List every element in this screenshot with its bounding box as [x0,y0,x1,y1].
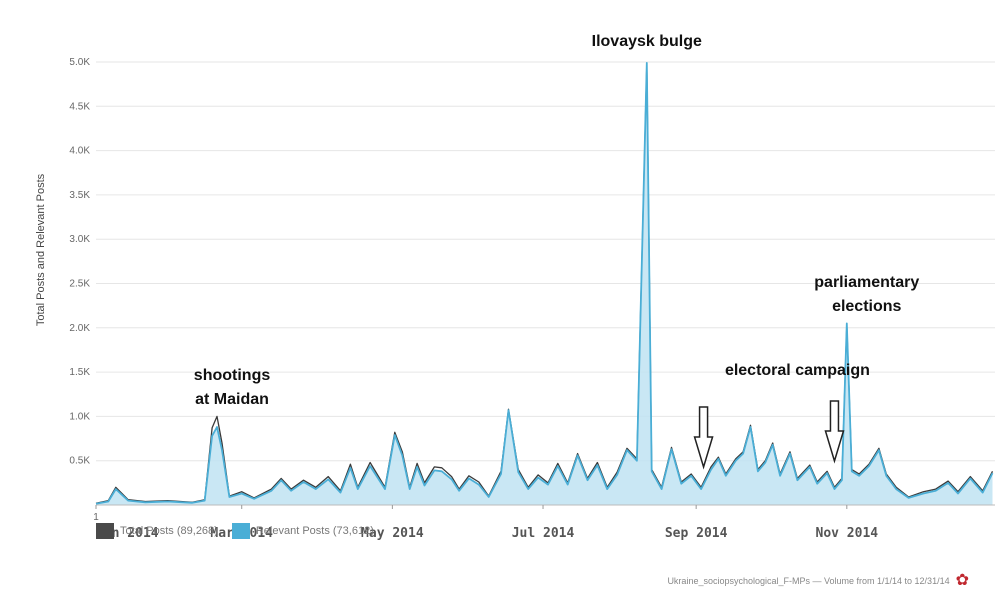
y-tick-label: 3.0K [69,234,90,245]
election-arrow [824,400,845,464]
y-axis-label: Total Posts and Relevant Posts [35,173,47,326]
legend: Total Posts (89,268) Relevant Posts (73,… [96,523,388,539]
x-tick-label: Nov 2014 [816,526,879,541]
y-axis-ticks: 0.5K 1.0K 1.5K 2.0K 2.5K 3.0K 3.5K 4.0K 4.5K 5.0K [69,57,90,467]
legend-swatch-total [96,523,114,539]
x-tick-label: May 2014 [361,526,424,541]
legend-total-posts[interactable]: Total Posts (89,268) [96,523,218,539]
annotation-text: at Maidan [195,391,269,408]
electoral-campaign-arrow [693,406,714,470]
y-tick-label: 3.5K [69,190,90,201]
x-tick-label: Jul 2014 [512,526,575,541]
gridlines [96,61,995,462]
annotation-text: Ilovaysk bulge [592,33,702,50]
y-tick-label: 1.5K [69,367,90,378]
y-tick-label: 2.5K [69,279,90,290]
annotation-text: elections [832,298,901,315]
annotations: Ilovaysk bulge shootings at Maidan electora… [194,33,920,408]
legend-label-relevant: Relevant Posts (73,612) [255,525,374,537]
annotation-text: parliamentary [814,274,919,291]
x-tick-label: Sep 2014 [665,526,728,541]
arrows [693,400,845,470]
y-tick-label: 1.0K [69,411,90,422]
y-tick-label: 2.0K [69,323,90,334]
footer-text: Ukraine_sociopsychological_F-MPs — Volum… [667,576,950,586]
gear-icon[interactable]: ✿ [955,572,969,589]
series-layer [95,62,994,506]
footer: Ukraine_sociopsychological_F-MPs — Volum… [667,572,969,589]
relevant-posts-line [95,62,994,505]
annotation-text: shootings [194,367,271,384]
annotation-text: electoral campaign [725,362,870,379]
x-first-label: 1 [93,512,99,523]
y-tick-label: 4.5K [69,101,90,112]
legend-swatch-relevant [231,523,250,539]
legend-relevant-posts[interactable]: Relevant Posts (73,612) [231,523,374,539]
y-tick-label: 0.5K [69,456,90,467]
y-tick-label: 4.0K [69,146,90,157]
legend-label-total: Total Posts (89,268) [120,525,218,537]
y-tick-label: 5.0K [69,57,90,68]
